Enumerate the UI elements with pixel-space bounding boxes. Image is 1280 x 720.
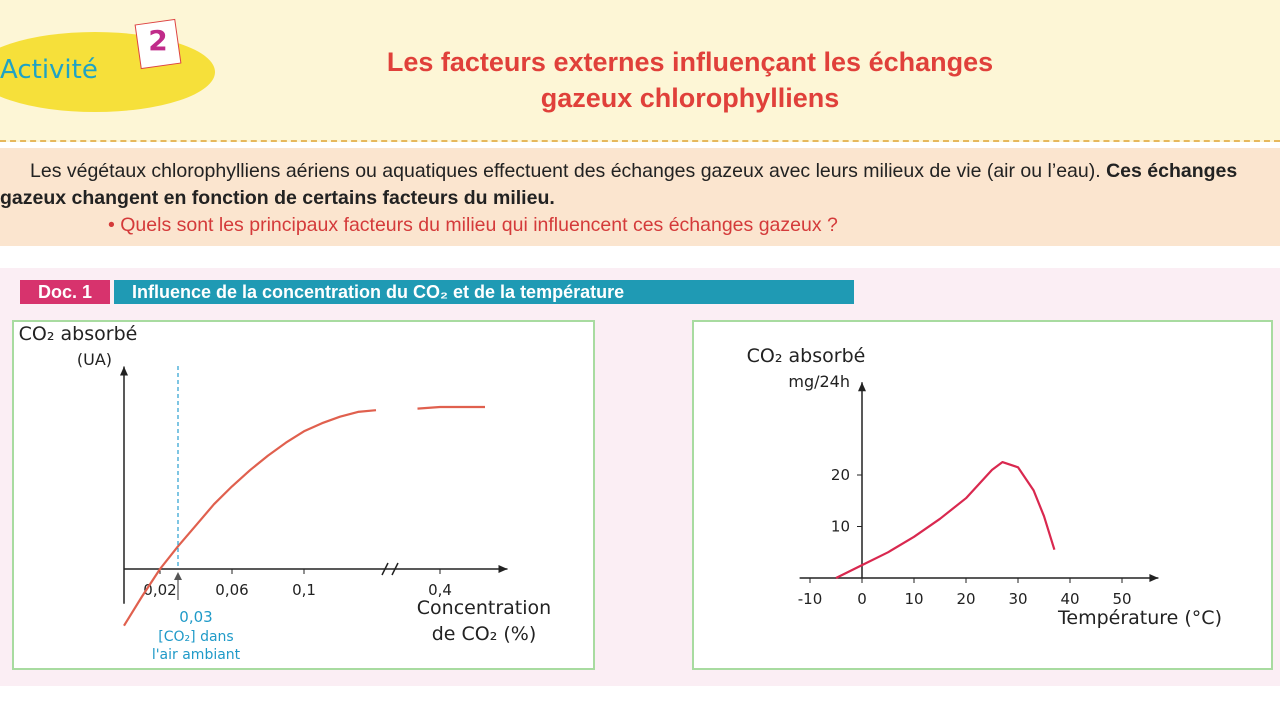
marker-text: l'air ambiant bbox=[152, 647, 241, 663]
x-tick-label: 40 bbox=[1060, 590, 1079, 608]
title-line: gazeux chlorophylliens bbox=[540, 83, 840, 113]
intro-text: Les végétaux chlorophylliens aériens ou … bbox=[30, 160, 1101, 182]
axis-break bbox=[381, 562, 399, 576]
x-arrow bbox=[1149, 574, 1159, 582]
x-tick-label: -10 bbox=[798, 590, 823, 608]
activity-badge: 2 Activité bbox=[0, 18, 215, 112]
doc-label: Doc. 1 bbox=[20, 280, 110, 304]
activity-number: 2 bbox=[148, 24, 167, 57]
marker-label: 0,03 bbox=[179, 608, 212, 626]
activity-label: Activité bbox=[0, 55, 98, 85]
x-tick-label: 0,1 bbox=[292, 581, 316, 599]
header: 2 Activité Les facteurs externes influen… bbox=[0, 0, 1280, 142]
y-arrow bbox=[858, 382, 866, 392]
doc-title: Influence de la concentration du CO₂ et … bbox=[114, 280, 854, 304]
curve bbox=[123, 405, 485, 627]
y-axis-label: CO₂ absorbé bbox=[747, 345, 866, 367]
x-tick-label: 50 bbox=[1112, 590, 1131, 608]
x-axis-label: Concentration bbox=[417, 597, 551, 619]
y-axis-label: mg/24h bbox=[788, 372, 850, 391]
x-arrow bbox=[498, 565, 508, 573]
question: • Quels sont les principaux facteurs du … bbox=[108, 214, 838, 236]
y-tick-label: 10 bbox=[831, 518, 850, 536]
x-tick-label: 0,4 bbox=[428, 581, 452, 599]
y-tick-label: 20 bbox=[831, 466, 850, 484]
x-tick-label: 0,06 bbox=[215, 581, 248, 599]
x-axis-label: de CO₂ (%) bbox=[432, 623, 537, 645]
number-box bbox=[134, 18, 182, 70]
x-tick-label: 0 bbox=[857, 590, 867, 608]
chart-box bbox=[12, 320, 595, 670]
intro: Les végétaux chlorophylliens aériens ou … bbox=[0, 148, 1280, 246]
y-axis-label: (UA) bbox=[77, 350, 112, 369]
intro-paragraph: Les végétaux chlorophylliens aériens ou … bbox=[0, 158, 1276, 212]
y-axis-label: CO₂ absorbé bbox=[19, 323, 138, 345]
title: Les facteurs externes influençant les éc… bbox=[300, 44, 1080, 116]
x-tick-label: 30 bbox=[1008, 590, 1027, 608]
x-axis-label: Température (°C) bbox=[1057, 607, 1222, 629]
marker-arrow-head bbox=[174, 572, 182, 580]
x-tick-label: 20 bbox=[956, 590, 975, 608]
curve bbox=[835, 461, 1056, 579]
x-tick-label: 10 bbox=[904, 590, 923, 608]
chart-box bbox=[692, 320, 1273, 670]
intro-bold: Ces échanges gazeux changent en fonction… bbox=[0, 160, 1238, 209]
title-line: Les facteurs externes influençant les éc… bbox=[386, 47, 994, 77]
x-tick-label: 0,02 bbox=[143, 581, 176, 599]
marker-text: [CO₂] dans bbox=[158, 629, 233, 645]
question-text: Quels sont les principaux facteurs du mi… bbox=[120, 214, 838, 236]
y-arrow bbox=[120, 366, 128, 376]
